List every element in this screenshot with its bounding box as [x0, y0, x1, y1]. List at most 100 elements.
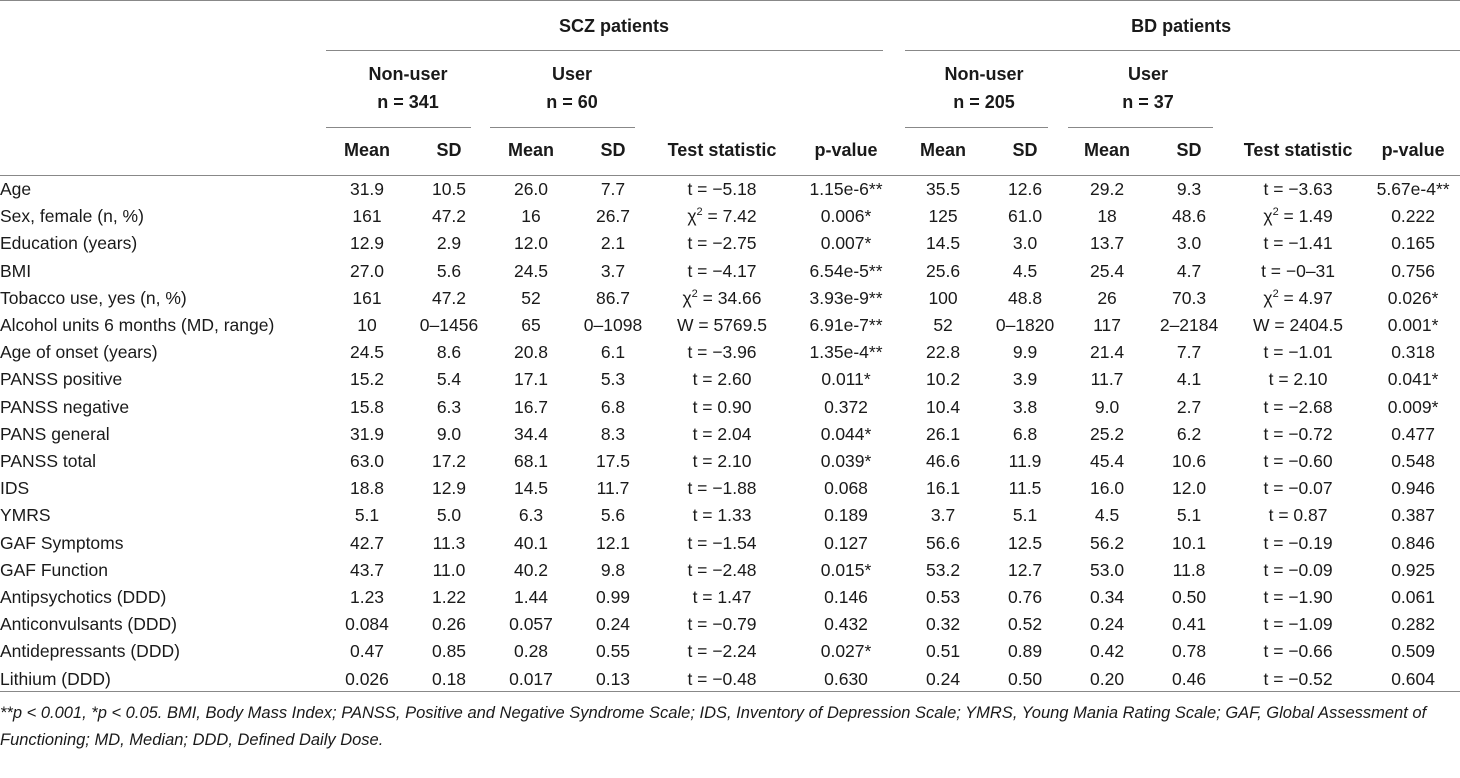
scz-p-value: 0.015*: [820, 559, 872, 580]
scz-test-statistic: W = 5769.5: [677, 315, 767, 336]
scz-nonuser-mean: 1.23: [349, 587, 385, 608]
bd-p-value: 0.846: [1391, 532, 1435, 553]
bd-user-mean: 9.0: [1094, 396, 1120, 417]
bd-nonuser-sd: 11.5: [1008, 478, 1042, 499]
scz-user-sd: 12.1: [595, 532, 631, 553]
scz-nonuser-mean: 31.9: [349, 423, 385, 444]
bd-user-sd: 48.6: [1172, 206, 1207, 227]
bd-user-sd: 7.7: [1176, 342, 1202, 363]
bd-user-sd: 4.7: [1176, 260, 1202, 281]
scz-test-statistic: t = −5.18: [687, 179, 757, 199]
bd-p-value: 0.756: [1391, 260, 1435, 281]
bd-user-mean: 25.4: [1090, 260, 1125, 281]
row-label: GAF Symptoms: [0, 532, 124, 553]
row-label: Antidepressants (DDD): [0, 641, 180, 662]
scz-user-mean: 6.3: [518, 505, 544, 526]
bd-user-sd: 9.3: [1176, 179, 1202, 199]
bd-p-value: 0.477: [1391, 423, 1435, 444]
bd-nonuser-sd: 0.89: [1008, 641, 1043, 662]
bd-user-sd: 0.46: [1172, 668, 1207, 689]
table-row: Alcohol units 6 months (MD, range) 10 0–14…: [0, 312, 1460, 339]
scz-nonuser-mean: 42.7: [349, 532, 385, 553]
scz-group-underline: [326, 50, 883, 51]
scz-user-mean: 16: [521, 206, 541, 227]
scz-test-statistic: t = −1.88: [687, 478, 757, 499]
bd-user-sd: 3.0: [1176, 233, 1202, 254]
bd-p-value: 0.282: [1391, 614, 1435, 635]
bd-nonuser-header: Non-user n = 205: [902, 51, 1066, 125]
scz-nonuser-sd: 11.3: [432, 532, 466, 553]
scz-user-mean: 14.5: [513, 478, 549, 499]
bd-nonuser-mean: 56.6: [926, 532, 961, 553]
row-label: Sex, female (n, %): [0, 206, 144, 227]
bd-nonuser-sd: 5.1: [1012, 505, 1038, 526]
bd-p-value: 0.925: [1391, 559, 1435, 580]
scz-nonuser-sd: 0.85: [431, 641, 467, 662]
bd-user-sd: 10.6: [1172, 451, 1207, 472]
scz-nonuser-sd: 5.0: [436, 505, 462, 526]
scz-user-mean: 12.0: [513, 233, 549, 254]
scz-p-value: 0.630: [824, 668, 868, 689]
scz-user-mean: 0.28: [513, 641, 549, 662]
scz-user-sd: 6.1: [600, 342, 626, 363]
row-label: GAF Function: [0, 559, 108, 580]
bd-nonuser-sd: 3.9: [1012, 369, 1038, 390]
bd-user-mean: 21.4: [1090, 342, 1125, 363]
bd-user-mean: 0.42: [1090, 641, 1125, 662]
table-body: Age 31.9 10.5 26.0 7.7 t = −5.18 1.15e-6** 35.5…: [0, 176, 1460, 693]
col-mean: Mean: [507, 139, 554, 160]
scz-user-mean: 24.5: [513, 260, 549, 281]
bd-nonuser-label: Non-user: [944, 64, 1024, 84]
bd-user-mean: 117: [1093, 315, 1121, 336]
scz-nonuser-sd: 5.4: [436, 369, 462, 390]
table-row: Education (years) 12.9 2.9 12.0 2.1 t = −2.75…: [0, 230, 1460, 257]
bd-user-sd: 0.41: [1172, 614, 1207, 635]
table-row: PANSS positive 15.2 5.4 17.1 5.3 t = 2.60 0.01…: [0, 366, 1460, 393]
bd-nonuser-sd: 12.6: [1008, 179, 1043, 199]
scz-nonuser-underline: [326, 127, 471, 128]
table-row: YMRS 5.1 5.0 6.3 5.6 t = 1.33 0.189 3.7 5.1 4.5 5.…: [0, 502, 1460, 529]
scz-nonuser-sd: 11.0: [432, 559, 466, 580]
bd-user-mean: 26: [1097, 287, 1117, 308]
bd-nonuser-sd: 3.0: [1012, 233, 1038, 254]
bd-nonuser-mean: 100: [928, 287, 958, 308]
scz-user-underline: [490, 127, 635, 128]
bd-user-mean: 0.24: [1090, 614, 1125, 635]
scz-user-mean: 34.4: [513, 423, 549, 444]
bd-p-value: 0.009*: [1387, 396, 1439, 417]
scz-user-sd: 7.7: [600, 179, 626, 199]
bd-nonuser-mean: 10.4: [926, 396, 961, 417]
scz-nonuser-mean: 31.9: [349, 179, 385, 199]
bd-user-sd: 12.0: [1172, 478, 1207, 499]
table-row: PANSS total 63.0 17.2 68.1 17.5 t = 2.10 0.039…: [0, 448, 1460, 475]
scz-user-sd: 17.5: [595, 451, 631, 472]
bd-nonuser-sd: 12.5: [1008, 532, 1043, 553]
bd-nonuser-sd: 0.50: [1008, 668, 1043, 689]
scz-test-statistic: t = −1.54: [687, 532, 757, 553]
bd-nonuser-mean: 3.7: [930, 505, 956, 526]
bd-test-statistic: t = −1.01: [1263, 342, 1333, 363]
bd-p-value: 0.946: [1391, 478, 1435, 499]
table-row: Lithium (DDD) 0.026 0.18 0.017 0.13 t = −0.48…: [0, 666, 1460, 693]
data-table: SCZ patients BD patients Non-user n = 34…: [0, 0, 1460, 693]
bd-p-value: 0.061: [1391, 587, 1435, 608]
scz-nonuser-mean: 0.47: [349, 641, 385, 662]
bd-test-statistic: t = 0.87: [1268, 505, 1328, 526]
table-row: Antidepressants (DDD) 0.47 0.85 0.28 0.55 t =…: [0, 638, 1460, 665]
bd-user-mean: 13.7: [1090, 233, 1125, 254]
col-mean: Mean: [920, 139, 967, 160]
row-label: PANSS total: [0, 451, 96, 472]
bd-p-value: 0.041*: [1387, 369, 1439, 390]
bd-test-statistic: t = −1.90: [1263, 587, 1333, 608]
scz-user-sd: 0.13: [595, 668, 631, 689]
table-row: Antipsychotics (DDD) 1.23 1.22 1.44 0.99 t = …: [0, 584, 1460, 611]
bd-test-statistic: t = −0.60: [1263, 451, 1333, 472]
bd-user-sd: 2.7: [1176, 396, 1202, 417]
row-label: PANSS negative: [0, 396, 130, 417]
bd-test-statistic: t = −0–31: [1261, 260, 1336, 281]
scz-p-value: 1.35e-4**: [809, 342, 883, 363]
col-p-value: p-value: [814, 139, 878, 160]
scz-nonuser-sd: 8.6: [436, 342, 462, 363]
scz-user-mean: 16.7: [513, 396, 549, 417]
